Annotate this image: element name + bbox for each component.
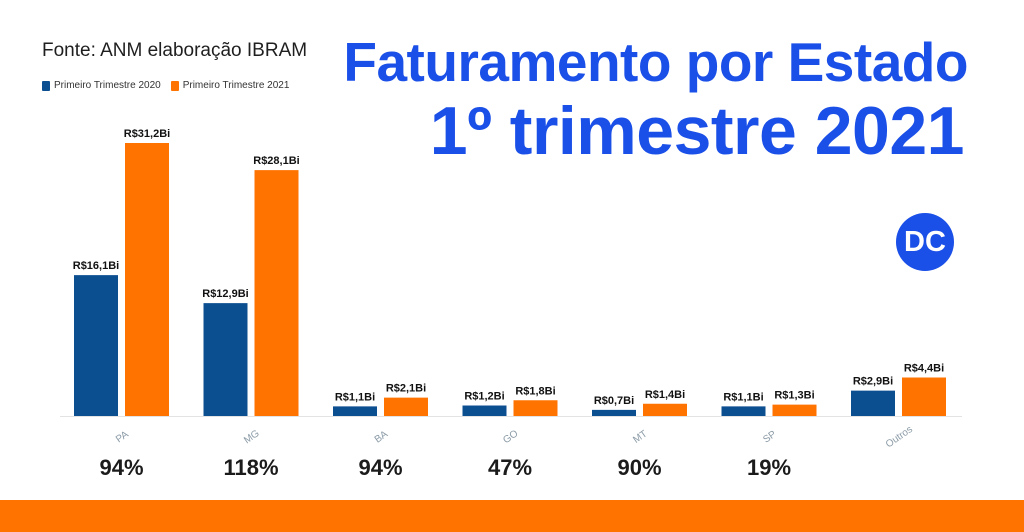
- legend-item-2020: Primeiro Trimestre 2020: [42, 80, 161, 91]
- growth-pct-pa: 94%: [99, 455, 144, 480]
- source-caption: Fonte: ANM elaboração IBRAM: [42, 40, 308, 61]
- bar-mg-2021: [254, 170, 299, 416]
- legend-label-2020: Primeiro Trimestre 2020: [54, 80, 161, 91]
- legend-swatch-2020: [42, 80, 50, 91]
- bar-ba-2020: [333, 406, 377, 416]
- growth-pct-mg: 118%: [223, 455, 279, 480]
- data-label-ba-2020: R$1,1Bi: [335, 391, 375, 403]
- bar-sp-2020: [721, 406, 766, 416]
- x-tick-ba: BA: [373, 429, 391, 446]
- data-label-mt-2020: R$0,7Bi: [594, 395, 634, 407]
- page-subtitle: 1º trimestre 2021: [429, 93, 965, 169]
- data-label-sp-2020: R$1,1Bi: [723, 391, 763, 403]
- data-label-pa-2020: R$16,1Bi: [73, 260, 119, 272]
- legend-label-2021: Primeiro Trimestre 2021: [182, 80, 290, 91]
- bar-mg-2020: [203, 303, 248, 416]
- data-label-mg-2021: R$28,1Bi: [253, 155, 299, 167]
- bar-pa-2020: [74, 275, 118, 416]
- x-tick-outros: Outros: [884, 424, 915, 450]
- x-tick-mg: MG: [242, 428, 262, 446]
- bar-chart: R$16,1Bi R$31,2Bi PA R$12,9Bi R$28,1Bi MG R$1,…: [60, 128, 962, 450]
- bar-go-2020: [462, 405, 507, 416]
- data-label-sp-2021: R$1,3Bi: [774, 390, 814, 402]
- data-label-outros-2021: R$4,4Bi: [904, 363, 944, 375]
- data-label-outros-2020: R$2,9Bi: [853, 376, 893, 388]
- x-tick-sp: SP: [761, 429, 779, 446]
- dc-logo: DC: [896, 213, 954, 271]
- x-tick-pa: PA: [114, 429, 131, 445]
- growth-pct-ba: 94%: [358, 455, 403, 480]
- page-title: Faturamento por Estado: [343, 31, 968, 93]
- data-label-ba-2021: R$2,1Bi: [386, 383, 426, 395]
- bar-go-2021: [513, 400, 558, 416]
- data-label-mg-2020: R$12,9Bi: [202, 288, 248, 300]
- data-label-pa-2021: R$31,2Bi: [124, 128, 170, 140]
- growth-pct-mt: 90%: [617, 455, 662, 480]
- growth-percentages: 94% 118% 94% 47% 90% 19%: [0, 455, 1024, 491]
- x-tick-go: GO: [501, 428, 520, 446]
- growth-pct-go: 47%: [487, 455, 533, 480]
- data-label-mt-2021: R$1,4Bi: [645, 389, 685, 401]
- growth-pct-sp: 19%: [746, 455, 792, 480]
- chart-legend: Primeiro Trimestre 2020 Primeiro Trimest…: [42, 80, 299, 91]
- legend-item-2021: Primeiro Trimestre 2021: [170, 80, 290, 91]
- bar-outros-2021: [902, 377, 946, 416]
- bar-outros-2020: [851, 390, 895, 416]
- data-label-go-2020: R$1,2Bi: [464, 391, 504, 403]
- logo-text: DC: [904, 225, 946, 258]
- data-label-go-2021: R$1,8Bi: [515, 385, 555, 397]
- bar-ba-2021: [384, 397, 428, 416]
- footer-band: [0, 500, 1024, 532]
- bar-mt-2021: [643, 403, 687, 416]
- bar-mt-2020: [592, 409, 636, 416]
- legend-swatch-2021: [170, 80, 179, 91]
- x-tick-mt: MT: [631, 429, 649, 446]
- bar-pa-2021: [125, 143, 169, 416]
- bar-sp-2021: [772, 404, 817, 416]
